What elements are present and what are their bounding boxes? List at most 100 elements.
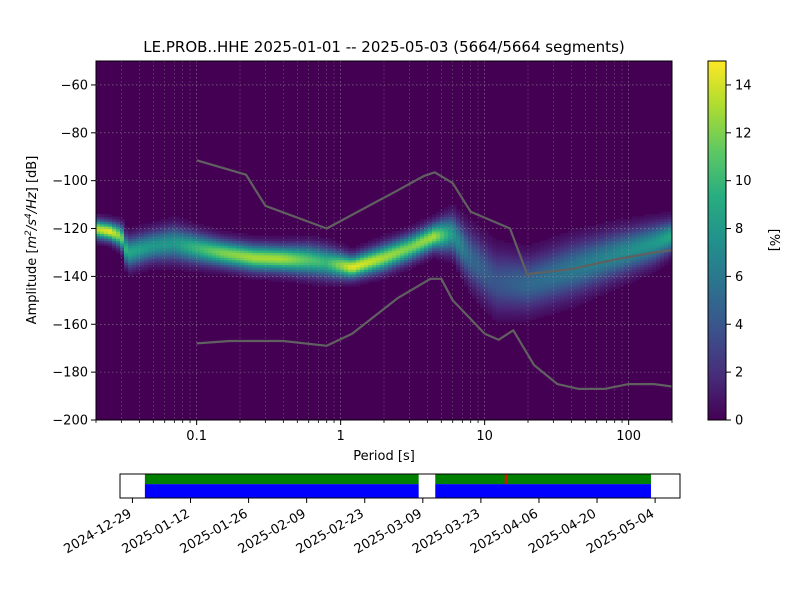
- heatmap-cell: [204, 235, 209, 239]
- heatmap-cell: [524, 264, 529, 268]
- heatmap-cell: [628, 221, 633, 225]
- heatmap-cell: [528, 266, 533, 270]
- heatmap-cell: [432, 247, 437, 251]
- heatmap-cell: [340, 278, 345, 282]
- heatmap-cell: [496, 300, 501, 304]
- heatmap-cell: [144, 257, 149, 261]
- heatmap-cell: [148, 257, 153, 261]
- heatmap-cell: [536, 288, 541, 292]
- heatmap-cell: [232, 257, 237, 261]
- heatmap-cell: [120, 250, 125, 254]
- heatmap-cell: [456, 247, 461, 251]
- heatmap-cell: [120, 242, 125, 246]
- heatmap-cell: [192, 230, 197, 234]
- heatmap-cell: [548, 297, 553, 301]
- heatmap-cell: [492, 271, 497, 275]
- heatmap-cell: [536, 247, 541, 251]
- heatmap-cell: [472, 254, 477, 258]
- heatmap-cell: [588, 240, 593, 244]
- heatmap-cell: [132, 266, 137, 270]
- heatmap-cell: [604, 278, 609, 282]
- heatmap-cell: [388, 235, 393, 239]
- heatmap-cell: [524, 247, 529, 251]
- heatmap-cell: [456, 250, 461, 254]
- heatmap-cell: [344, 259, 349, 263]
- heatmap-cell: [352, 247, 357, 251]
- heatmap-cell: [616, 233, 621, 237]
- heatmap-cell: [296, 266, 301, 270]
- heatmap-cell: [440, 254, 445, 258]
- heatmap-cell: [164, 226, 169, 230]
- heatmap-cell: [268, 262, 273, 266]
- heatmap-cell: [500, 276, 505, 280]
- heatmap-cell: [260, 257, 265, 261]
- heatmap-cell: [524, 319, 529, 323]
- heatmap-cell: [536, 302, 541, 306]
- heatmap-cell: [212, 247, 217, 251]
- heatmap-cell: [596, 223, 601, 227]
- heatmap-cell: [584, 228, 589, 232]
- heatmap-cell: [620, 226, 625, 230]
- heatmap-cell: [388, 262, 393, 266]
- heatmap-cell: [240, 257, 245, 261]
- heatmap-cell: [160, 238, 165, 242]
- heatmap-cell: [620, 274, 625, 277]
- heatmap-cell: [324, 274, 329, 277]
- heatmap-cell: [424, 223, 429, 227]
- heatmap-cell: [232, 240, 237, 244]
- heatmap-cell: [132, 247, 137, 251]
- heatmap-cell: [596, 245, 601, 249]
- heatmap-cell: [260, 245, 265, 249]
- heatmap-cell: [620, 242, 625, 246]
- heatmap-cell: [520, 264, 525, 268]
- heatmap-cell: [496, 254, 501, 258]
- heatmap-cell: [392, 240, 397, 244]
- heatmap-cell: [116, 233, 121, 237]
- heatmap-cell: [556, 247, 561, 251]
- heatmap-cell: [568, 245, 573, 249]
- heatmap-cell: [328, 271, 333, 275]
- heatmap-cell: [472, 283, 477, 287]
- heatmap-cell: [536, 264, 541, 268]
- heatmap-cell: [312, 252, 317, 256]
- heatmap-cell: [500, 240, 505, 244]
- heatmap-cell: [308, 252, 313, 256]
- heatmap-cell: [96, 218, 101, 222]
- heatmap-cell: [520, 274, 525, 277]
- heatmap-cell: [516, 259, 521, 263]
- heatmap-cell: [220, 269, 225, 273]
- heatmap-cell: [632, 247, 637, 251]
- heatmap-cell: [388, 264, 393, 268]
- heatmap-cell: [476, 266, 481, 270]
- heatmap-cell: [588, 281, 593, 285]
- heatmap-cell: [184, 226, 189, 230]
- heatmap-cell: [216, 264, 221, 268]
- heatmap-cell: [540, 259, 545, 263]
- heatmap-cell: [464, 216, 469, 220]
- heatmap-cell: [256, 250, 261, 254]
- heatmap-cell: [204, 242, 209, 246]
- heatmap-cell: [588, 297, 593, 301]
- heatmap-cell: [200, 242, 205, 246]
- heatmap-cell: [628, 242, 633, 246]
- heatmap-cell: [340, 281, 345, 285]
- heatmap-cell: [268, 266, 273, 270]
- heatmap-cell: [344, 281, 349, 285]
- heatmap-cell: [636, 274, 641, 277]
- heatmap-cell: [292, 264, 297, 268]
- heatmap-cell: [372, 254, 377, 258]
- heatmap-cell: [324, 278, 329, 282]
- heatmap-cell: [416, 247, 421, 251]
- heatmap-cell: [456, 262, 461, 266]
- heatmap-cell: [648, 242, 653, 246]
- heatmap-cell: [576, 247, 581, 251]
- heatmap-cell: [464, 230, 469, 234]
- heatmap-cell: [388, 238, 393, 242]
- heatmap-cell: [440, 238, 445, 242]
- heatmap-cell: [324, 271, 329, 275]
- heatmap-cell: [496, 281, 501, 285]
- heatmap-cell: [616, 247, 621, 251]
- heatmap-cell: [352, 262, 357, 266]
- timeline-axis: 2024-12-292025-01-122025-01-262025-02-09…: [62, 498, 657, 557]
- heatmap-cell: [488, 274, 493, 277]
